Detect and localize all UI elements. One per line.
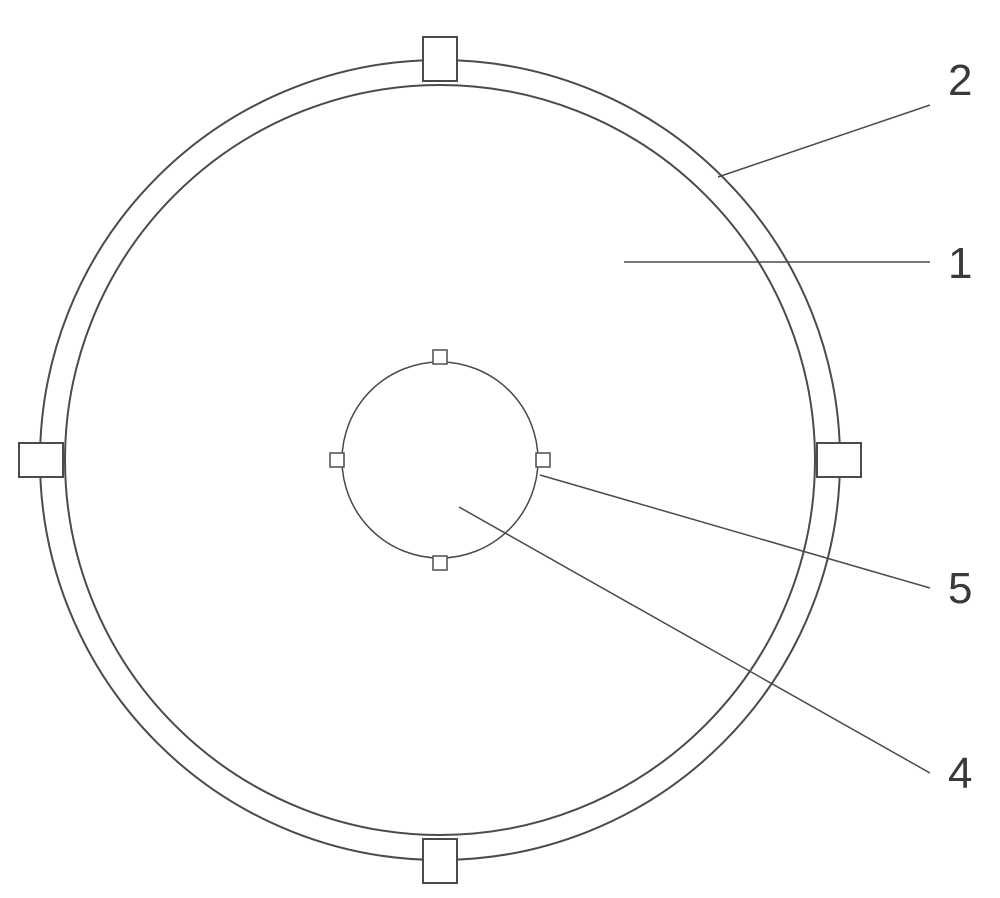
inner-tabs-group [330,350,550,570]
ring-outer-circle [40,60,840,860]
leader-lines [459,105,930,773]
inner-tab [433,556,447,570]
label-2: 2 [948,56,972,105]
leader-line [540,475,930,588]
leader-line [459,507,930,773]
labels: 2 1 5 4 [948,56,972,798]
label-4: 4 [948,749,972,798]
outer-tab [423,839,457,883]
outer-tab [423,37,457,81]
ring-inner-circle [65,85,815,835]
outer-tabs-group [19,37,861,883]
outer-tab [817,443,861,477]
diagram-canvas: 2 1 5 4 [0,0,1000,898]
leader-line [718,105,930,177]
inner-tab [433,350,447,364]
label-5: 5 [948,564,972,613]
label-1: 1 [948,239,972,288]
hub-circle [342,362,538,558]
outer-tab [19,443,63,477]
inner-tab [536,453,550,467]
inner-tab [330,453,344,467]
